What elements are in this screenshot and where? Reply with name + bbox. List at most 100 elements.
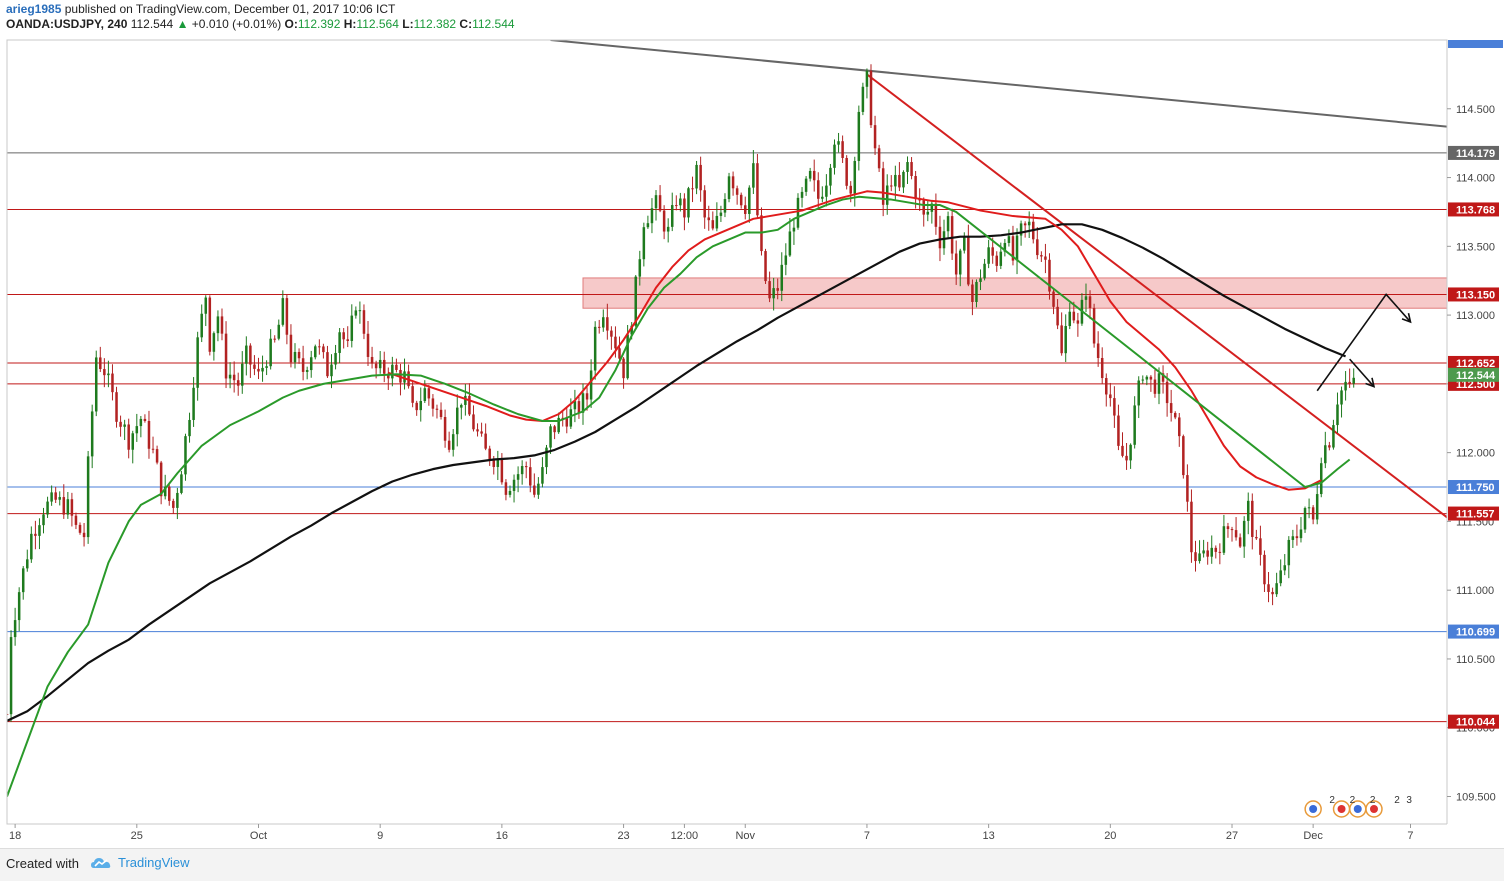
candle-up: [642, 227, 646, 260]
candle-down: [504, 482, 508, 495]
candle-down: [1088, 296, 1092, 308]
candle-up: [557, 417, 560, 433]
level-price-badge: [1448, 506, 1499, 521]
candle-down: [370, 356, 374, 364]
candle-up: [894, 174, 897, 187]
candle-up: [837, 141, 840, 145]
candle-down: [119, 421, 122, 427]
candle-down: [74, 515, 78, 525]
candle-down: [614, 336, 617, 349]
candle-up: [999, 251, 1003, 266]
flag-icon: [1369, 805, 1378, 813]
candle-up: [460, 404, 463, 408]
candle-up: [305, 370, 309, 372]
tradingview-brand-link[interactable]: TradingView: [90, 854, 190, 871]
resistance-zone: [582, 277, 1447, 309]
open-value: 112.392: [297, 17, 341, 31]
candle-down: [950, 216, 954, 254]
candle-down: [731, 176, 735, 189]
candle-up: [983, 263, 986, 279]
candle-down: [326, 352, 329, 377]
candle-up: [650, 208, 654, 224]
candle-down: [533, 485, 536, 495]
candle-down: [622, 358, 625, 379]
candle-down: [362, 310, 366, 334]
candle-up: [265, 366, 268, 368]
price-chart[interactable]: 2 2 2 2 3 109.500110.000110.500111.000111.500…: [0, 0, 1504, 848]
candle-down: [1271, 591, 1274, 595]
candle-down: [249, 345, 252, 365]
candle-down: [1011, 236, 1015, 261]
candle-up: [800, 191, 804, 198]
candle-down: [366, 333, 370, 357]
candle-up: [212, 333, 216, 352]
candle-up: [1019, 223, 1023, 236]
projection-arrow: [1349, 358, 1375, 388]
candle-up: [516, 474, 520, 480]
candle-down: [1060, 325, 1063, 354]
candle-down: [1218, 551, 1222, 553]
candle-down: [253, 364, 256, 369]
candle-down: [151, 448, 155, 450]
candle-up: [975, 281, 978, 302]
candle-down: [1052, 291, 1055, 307]
moving-average-black: [7, 223, 1347, 722]
candle-down: [1173, 412, 1177, 418]
candle-up: [825, 185, 828, 197]
candle-down: [1255, 536, 1258, 539]
candle-up: [358, 310, 362, 312]
level-price-badge: [1448, 202, 1499, 217]
candle-down: [1214, 547, 1218, 552]
candle-up: [857, 111, 861, 161]
candle-up: [788, 231, 792, 256]
candle-up: [163, 486, 167, 497]
candle-down: [991, 247, 994, 256]
candle-up: [715, 215, 719, 229]
candle-up: [1336, 404, 1339, 426]
candle-down: [577, 401, 581, 413]
candle-up: [354, 310, 358, 316]
candle-up: [139, 418, 143, 427]
candle-down: [1186, 475, 1189, 502]
candle-down: [898, 174, 901, 188]
candle-up: [946, 216, 950, 232]
close-label: C:: [459, 17, 473, 31]
candle-up: [451, 434, 455, 450]
candle-up: [261, 367, 264, 372]
candle-down: [155, 449, 159, 463]
y-tick-label: 110.500: [1456, 654, 1495, 666]
candle-up: [833, 144, 836, 168]
candle-down: [922, 200, 925, 215]
candle-up: [1283, 565, 1287, 571]
candle-down: [553, 426, 556, 433]
high-label: H:: [343, 17, 357, 31]
candle-down: [395, 364, 398, 370]
arrow-head-icon: [1365, 377, 1376, 388]
x-tick-label: Dec: [1303, 830, 1323, 842]
price-axis-bg: [1447, 40, 1504, 848]
footer-bar: Created with TradingView: [0, 848, 1504, 881]
candle-up: [987, 247, 990, 264]
event-count: 2: [1370, 795, 1376, 806]
candle-down: [382, 359, 386, 374]
candle-up: [772, 288, 775, 299]
x-tick-label: 25: [131, 830, 143, 842]
candle-up: [1007, 236, 1011, 243]
candle-down: [1023, 223, 1027, 226]
candle-up: [1352, 377, 1355, 384]
candle-up: [496, 458, 500, 467]
chart-header: arieg1985 published on TradingView.com, …: [6, 2, 515, 32]
candle-down: [236, 380, 240, 386]
author-name[interactable]: arieg1985: [6, 2, 62, 16]
candle-down: [699, 164, 702, 191]
candle-down: [1105, 378, 1108, 395]
candle-down: [172, 500, 175, 508]
tradingview-brand-text: TradingView: [118, 855, 190, 871]
candle-down: [1182, 436, 1185, 476]
candle-down: [322, 346, 325, 353]
level-price-label: 112.652: [1456, 358, 1495, 370]
candle-down: [62, 497, 66, 515]
candle-down: [159, 462, 163, 497]
candle-down: [208, 297, 212, 352]
